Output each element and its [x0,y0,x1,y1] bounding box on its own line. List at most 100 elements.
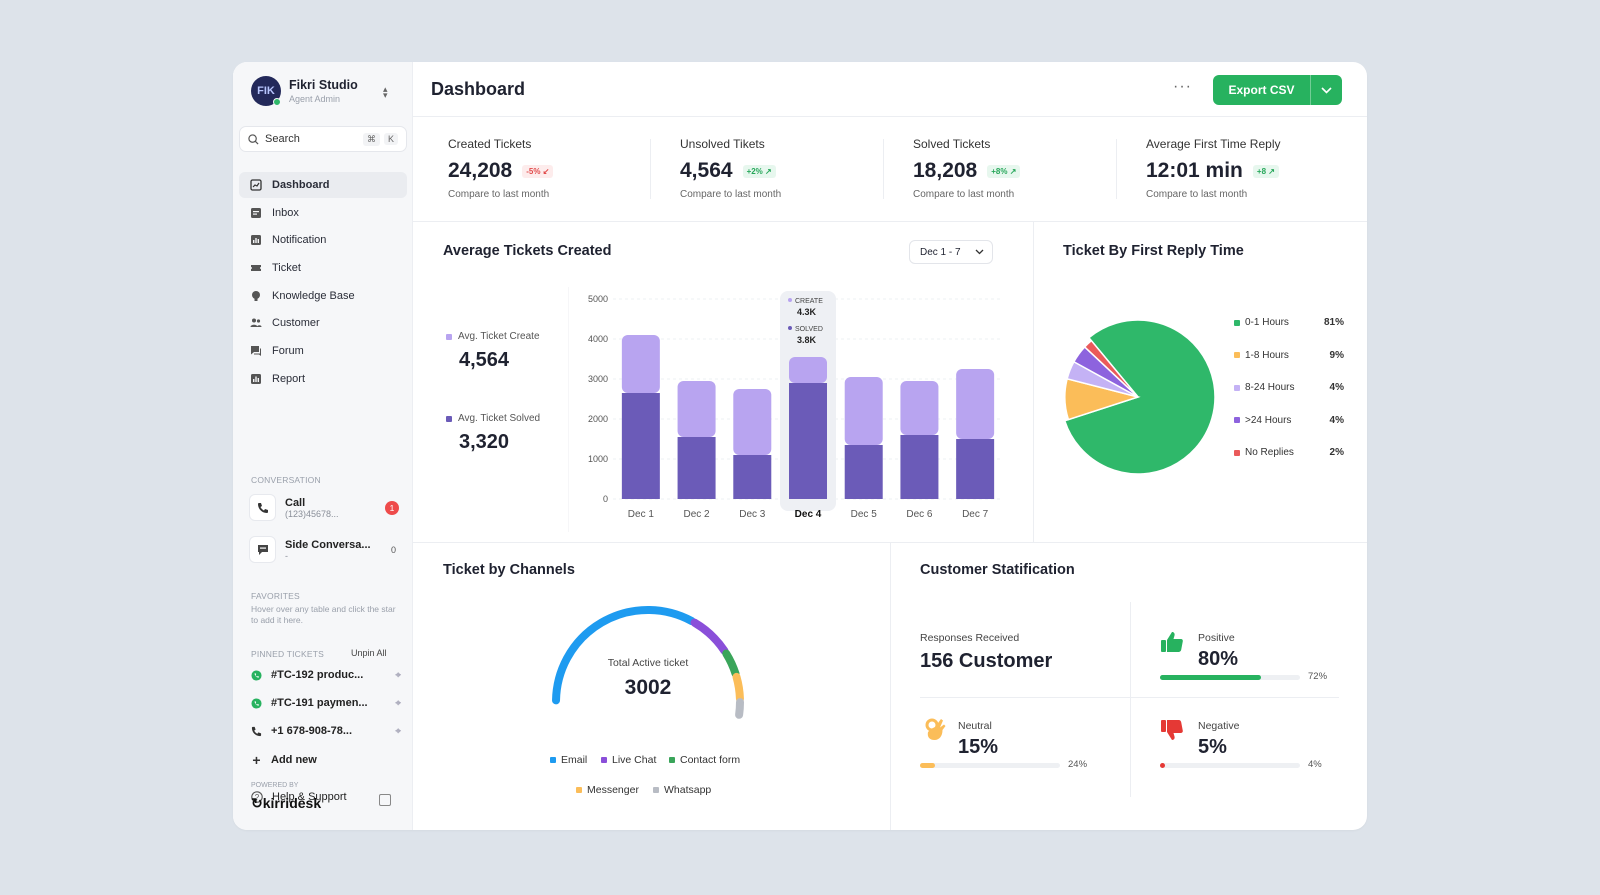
nav-item-knowledge-base[interactable]: Knowledge Base [239,283,407,309]
favorites-heading: FAVORITES [251,591,300,601]
legend-label: Avg. Ticket Create [458,331,540,342]
unpin-icon[interactable]: ⌖ [395,725,401,737]
bar-solved[interactable] [844,445,883,499]
unpin-icon[interactable]: ⌖ [395,669,401,681]
stat-value: 4,564 [680,159,733,182]
stat-created-tickets: Created Tickets 24,208 -5% ↙ Compare to l… [448,137,648,200]
channels-gauge [552,606,744,719]
pinned-ticket[interactable]: +1 678-908-78... ⌖ [251,725,401,737]
unpin-icon[interactable]: ⌖ [395,697,401,709]
conversation-title: Side Conversa... [285,538,371,551]
y-tick-label: 1000 [588,454,608,464]
bar-solved[interactable] [956,439,995,499]
bar-create[interactable] [956,369,995,439]
legend-label: 8-24 Hours [1245,382,1295,393]
conversation-side[interactable]: Side Conversa... - 0 [249,536,399,563]
negative-bar [1160,763,1300,768]
pie-slice[interactable] [1083,339,1139,398]
divider [1116,139,1117,199]
pie-legend-item: 8-24 Hours 4% [1234,382,1344,393]
pinned-label: #TC-191 paymen... [271,697,368,709]
tooltip-create-value: 4.3K [797,307,817,317]
nav-label: Inbox [272,206,299,219]
y-tick-label: 4000 [588,334,608,344]
bulb-icon [252,290,260,301]
phone-icon [249,494,276,521]
bar-solved[interactable] [733,455,772,499]
legend-contact-form: Contact form [669,754,740,766]
legend-swatch [1234,417,1240,423]
legend-email: Email [550,754,587,766]
workspace-switcher[interactable]: FIK Fikri Studio Agent Admin [251,76,358,106]
nav-label: Dashboard [272,179,330,191]
chart-icon [250,179,262,191]
nav-item-customer[interactable]: Customer [239,310,407,336]
search-box[interactable]: ⌘ K [239,126,407,152]
nav-item-report[interactable]: Report [239,366,407,392]
export-csv-button[interactable]: Export CSV [1213,75,1342,105]
pinned-ticket[interactable]: #TC-191 paymen... ⌖ [251,697,401,709]
chevron-down-icon[interactable] [1310,75,1342,105]
app-window: FIK Fikri Studio Agent Admin ▴▾ ⌘ K Dash… [233,62,1367,830]
count-badge: 0 [390,544,396,555]
x-tick-label: Dec 2 [684,509,711,520]
bar-create[interactable] [677,381,716,437]
date-range-select[interactable]: Dec 1 - 7 [909,240,993,264]
divider [883,139,884,199]
stat-value: 24,208 [448,159,513,182]
nav-label: Report [272,372,306,385]
avg-tickets-title: Average Tickets Created [443,243,612,259]
responses-label: Responses Received [920,632,1020,644]
nav-item-ticket[interactable]: Ticket [239,255,407,281]
bar-create[interactable] [789,357,827,383]
add-new-button[interactable]: + Add new [251,752,401,768]
pinned-ticket[interactable]: #TC-192 produc... ⌖ [251,669,401,681]
search-icon [248,133,259,145]
positive-label: Positive [1198,632,1235,644]
export-csv-label[interactable]: Export CSV [1213,75,1310,105]
bar-solved[interactable] [677,437,716,499]
nav-item-inbox[interactable]: Inbox [239,200,407,226]
neutral-bar [920,763,1060,768]
conversation-heading: CONVERSATION [251,475,321,485]
stat-label: Average First Time Reply [1146,137,1281,151]
gauge-segment[interactable] [552,606,696,705]
chat-icon [251,346,261,357]
nav-label: Ticket [272,262,301,275]
conversation-call[interactable]: Call (123)45678... 1 [249,494,399,521]
chevron-updown-icon[interactable]: ▴ ▾ [383,84,388,100]
positive-value: 80% [1198,648,1239,670]
negative-value: 5% [1198,736,1227,758]
nav-item-dashboard[interactable]: Dashboard [239,172,407,198]
gauge-segment[interactable] [690,618,729,655]
y-tick-label: 5000 [588,294,608,304]
more-options-icon[interactable]: ··· [1173,78,1192,95]
bar-solved[interactable] [621,393,660,499]
shortcut-mod: ⌘ [362,132,380,146]
gauge-center-label: Total Active ticket [607,657,689,669]
negative-bar-fill [1160,763,1165,768]
unpin-all-button[interactable]: Unpin All [351,648,387,658]
stat-label: Unsolved Tikets [680,137,765,151]
stat-compare: Compare to last month [448,189,550,200]
x-tick-label: Dec 1 [628,509,655,520]
x-tick-label: Dec 3 [739,509,766,520]
gauge-center-value: 3002 [624,676,672,699]
bar-create[interactable] [733,389,772,455]
collapse-sidebar-icon[interactable] [379,794,391,806]
gauge-segment[interactable] [735,698,744,719]
bar-create[interactable] [900,381,939,435]
search-input[interactable] [265,133,345,145]
date-range-value: Dec 1 - 7 [920,246,961,258]
nav-item-forum[interactable]: Forum [239,338,407,364]
topbar: Dashboard ··· Export CSV [413,62,1367,117]
bar-solved[interactable] [900,435,939,499]
bar-solved[interactable] [789,383,827,499]
legend-messenger: Messenger [576,784,639,796]
bar-create[interactable] [621,335,660,393]
bar-create[interactable] [844,377,883,445]
help-support-link[interactable]: ? Help & Support [251,791,401,803]
legend-percent: 9% [1329,349,1344,361]
pie-legend-item: No Replies 2% [1234,447,1344,458]
nav-item-notification[interactable]: Notification [239,227,407,253]
